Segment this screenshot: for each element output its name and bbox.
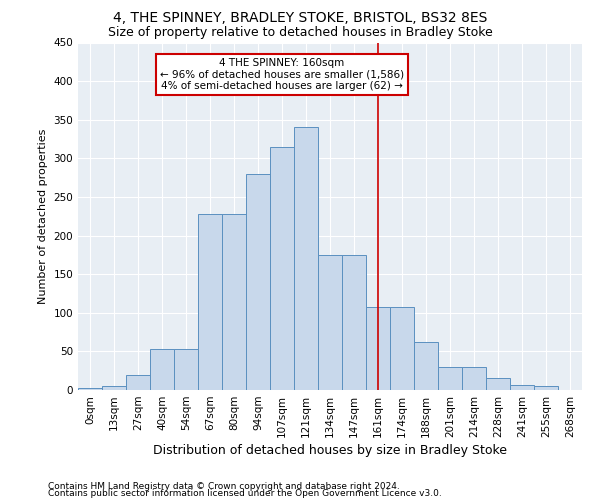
Bar [78, 388, 102, 390]
Bar [462, 367, 486, 390]
Bar [342, 255, 366, 390]
X-axis label: Distribution of detached houses by size in Bradley Stoke: Distribution of detached houses by size … [153, 444, 507, 457]
Bar [510, 384, 534, 390]
Text: 4, THE SPINNEY, BRADLEY STOKE, BRISTOL, BS32 8ES: 4, THE SPINNEY, BRADLEY STOKE, BRISTOL, … [113, 11, 487, 25]
Bar [318, 255, 342, 390]
Bar [246, 174, 270, 390]
Bar [270, 147, 294, 390]
Text: Contains public sector information licensed under the Open Government Licence v3: Contains public sector information licen… [48, 489, 442, 498]
Bar [174, 349, 198, 390]
Bar [150, 349, 174, 390]
Y-axis label: Number of detached properties: Number of detached properties [38, 128, 48, 304]
Text: Contains HM Land Registry data © Crown copyright and database right 2024.: Contains HM Land Registry data © Crown c… [48, 482, 400, 491]
Bar [534, 386, 558, 390]
Bar [126, 374, 150, 390]
Text: Size of property relative to detached houses in Bradley Stoke: Size of property relative to detached ho… [107, 26, 493, 39]
Text: 4 THE SPINNEY: 160sqm
← 96% of detached houses are smaller (1,586)
4% of semi-de: 4 THE SPINNEY: 160sqm ← 96% of detached … [160, 58, 404, 91]
Bar [222, 214, 246, 390]
Bar [366, 306, 390, 390]
Bar [102, 386, 126, 390]
Bar [414, 342, 438, 390]
Bar [294, 128, 318, 390]
Bar [486, 378, 510, 390]
Bar [390, 306, 414, 390]
Bar [198, 214, 222, 390]
Bar [438, 367, 462, 390]
